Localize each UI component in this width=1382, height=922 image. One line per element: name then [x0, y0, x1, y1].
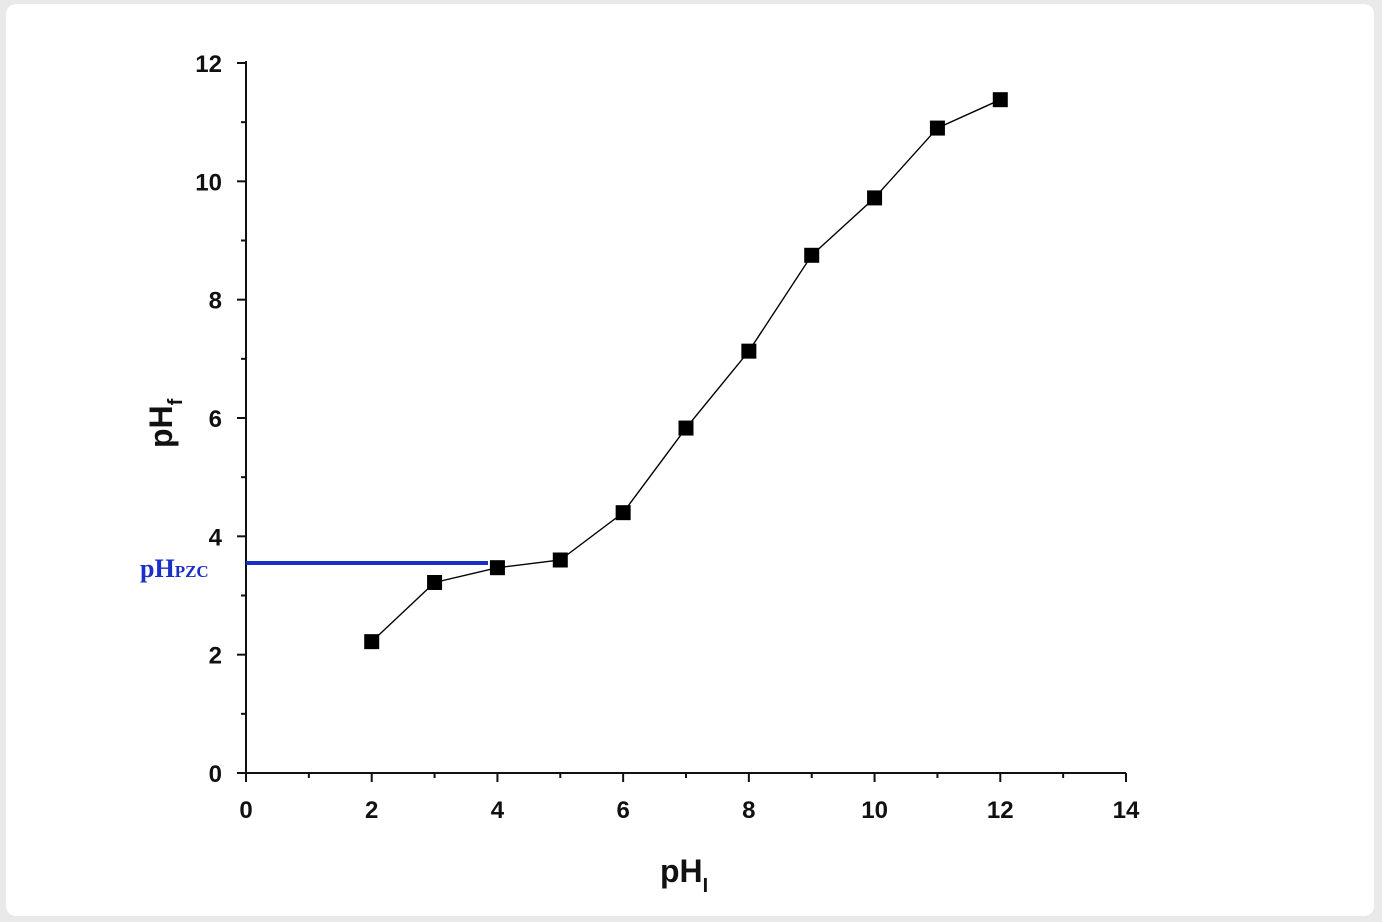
x-tick-label: 4 — [491, 797, 505, 824]
y-tick-label: 0 — [209, 761, 222, 788]
y-axis-title: pHf — [143, 398, 187, 448]
data-point — [489, 560, 505, 576]
x-axis-title: pHI — [660, 853, 708, 897]
y-tick-label: 12 — [195, 51, 222, 78]
data-point — [552, 552, 568, 568]
pzc-label-sub: PZC — [175, 562, 209, 581]
y-tick-label: 8 — [209, 288, 222, 315]
pzc-label-main: pH — [140, 554, 175, 583]
data-point — [741, 343, 757, 359]
x-tick-label: 12 — [987, 797, 1014, 824]
y-tick-label: 2 — [209, 643, 222, 670]
x-tick-label: 2 — [365, 797, 378, 824]
y-axis-title-sub: f — [165, 398, 187, 405]
data-point — [615, 505, 631, 521]
data-series — [364, 92, 1008, 650]
data-point — [678, 420, 694, 436]
y-tick-label: 4 — [209, 524, 223, 551]
y-axis-title-main: pH — [143, 405, 179, 448]
series-line — [371, 99, 1001, 643]
chart-frame — [6, 4, 1374, 916]
data-point — [804, 247, 820, 263]
x-axis-title-main: pH — [660, 853, 703, 889]
x-tick-label: 14 — [1113, 797, 1140, 824]
y-tick-label: 10 — [195, 169, 222, 196]
axes: 0 2 4 6 8 10 12 14 0 2 4 6 8 10 12 — [195, 51, 1140, 824]
data-point — [929, 120, 945, 136]
data-point — [427, 574, 443, 590]
data-point — [867, 190, 883, 206]
x-tick-label: 10 — [861, 797, 888, 824]
pzc-label: pHPZC — [140, 554, 209, 583]
data-point — [992, 92, 1008, 108]
x-tick-label: 8 — [742, 797, 755, 824]
x-axis-title-sub: I — [703, 875, 709, 897]
x-tick-label: 0 — [239, 797, 252, 824]
data-point — [364, 634, 380, 650]
y-tick-label: 6 — [209, 406, 222, 433]
x-tick-label: 6 — [616, 797, 629, 824]
